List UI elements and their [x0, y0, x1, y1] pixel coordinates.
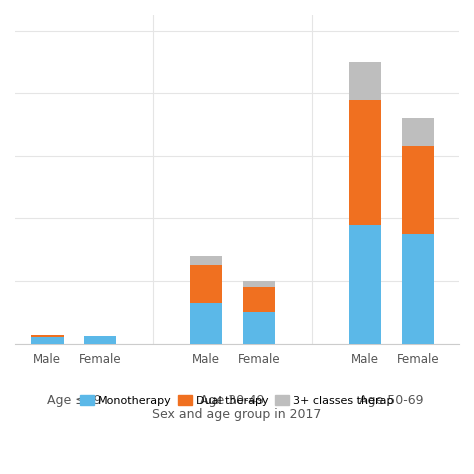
- Text: Age ≤29: Age ≤29: [46, 394, 101, 407]
- Bar: [349, 62, 381, 100]
- Bar: [349, 100, 381, 225]
- Bar: [401, 234, 434, 344]
- Legend: Monotherapy, Dual therapy, 3+ classes therap: Monotherapy, Dual therapy, 3+ classes th…: [76, 391, 398, 410]
- Bar: [31, 337, 64, 344]
- Bar: [190, 265, 222, 303]
- Bar: [31, 335, 64, 337]
- Bar: [84, 336, 117, 344]
- Bar: [190, 256, 222, 265]
- Bar: [243, 312, 275, 344]
- Text: Age 50-69: Age 50-69: [359, 394, 424, 407]
- Bar: [190, 303, 222, 344]
- Bar: [401, 146, 434, 234]
- Bar: [243, 281, 275, 287]
- Bar: [401, 118, 434, 146]
- Bar: [349, 225, 381, 344]
- Bar: [243, 287, 275, 312]
- X-axis label: Sex and age group in 2017: Sex and age group in 2017: [152, 408, 322, 421]
- Text: Age 30-49: Age 30-49: [201, 394, 265, 407]
